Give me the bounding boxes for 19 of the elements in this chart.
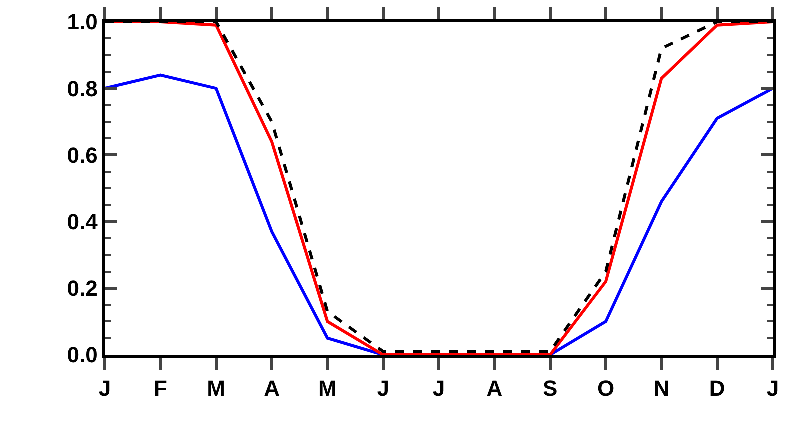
x-tick-label: A xyxy=(486,376,503,402)
y-tick-label: 1.0 xyxy=(67,10,98,35)
y-tick-label: 0.4 xyxy=(67,210,99,234)
y-tick-label: 0.6 xyxy=(67,142,98,168)
x-tick-label: F xyxy=(154,376,168,402)
x-tick-label: J xyxy=(377,376,390,402)
x-tick-label: M xyxy=(207,376,226,402)
x-tick-label: M xyxy=(318,376,337,402)
x-tick-label: J xyxy=(432,376,446,402)
x-tick-label: J xyxy=(766,376,780,402)
x-tick-label: S xyxy=(542,376,558,402)
x-tick-label: A xyxy=(264,376,280,402)
x-tick-label: O xyxy=(597,376,615,402)
y-tick-label: 0.2 xyxy=(67,276,98,302)
y-tick-label: 0.0 xyxy=(67,342,98,368)
x-tick-label: J xyxy=(98,376,112,402)
y-tick-label: 0.8 xyxy=(67,76,98,102)
x-tick-label: N xyxy=(654,376,670,402)
x-tick-label: D xyxy=(709,376,726,402)
